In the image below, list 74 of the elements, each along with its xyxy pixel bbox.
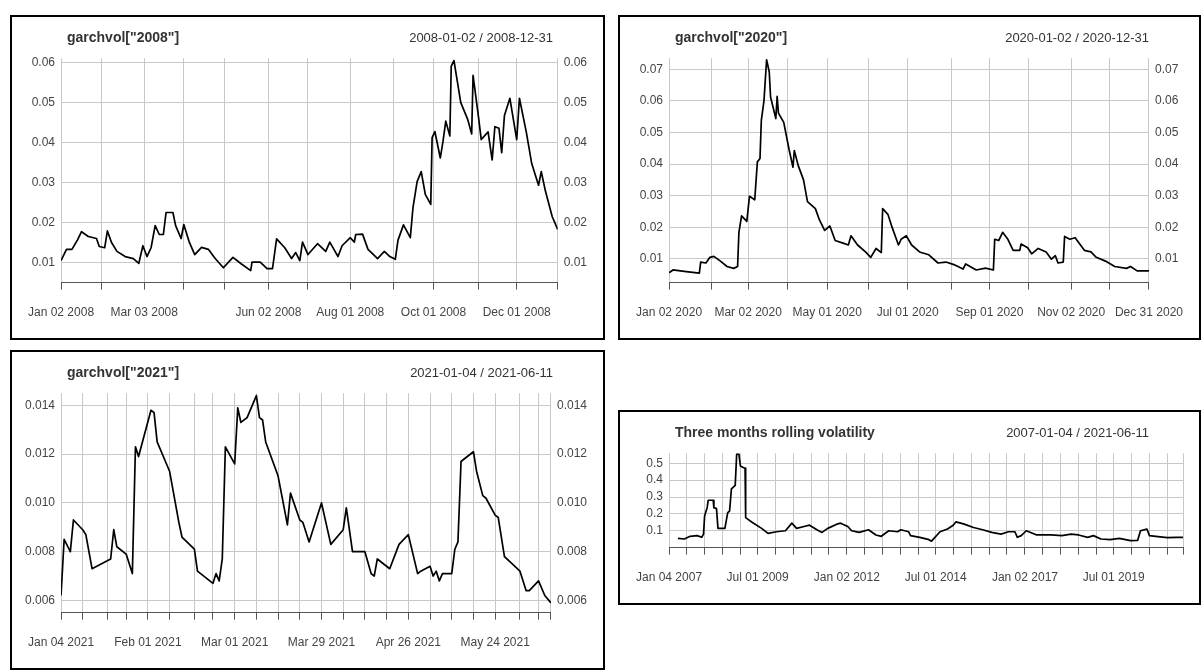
- y-tick-label: 0.3: [646, 489, 664, 504]
- y-tick-label: 0.1: [646, 523, 664, 538]
- x-tick-label: Jan 02 2017: [991, 570, 1059, 585]
- y-tick-label: 0.02: [31, 214, 56, 229]
- chart-subtitle: 2008-01-02 / 2008-12-31: [409, 30, 553, 45]
- y-tick-label: 0.014: [25, 397, 56, 412]
- chart-title: garchvol["2020"]: [675, 29, 788, 45]
- chart-title: Three months rolling volatility: [675, 424, 875, 440]
- y2-tick-label: 0.06: [1154, 93, 1179, 108]
- x-tick-label: Feb 01 2021: [114, 635, 182, 650]
- y2-tick-label: 0.04: [1154, 156, 1179, 171]
- y2-tick-label: 0.02: [1154, 219, 1179, 234]
- chart-subtitle: 2007-01-04 / 2021-06-11: [1006, 425, 1149, 440]
- y2-tick-label: 0.014: [556, 397, 588, 412]
- x-tick-label: Jan 02 2020: [636, 305, 703, 320]
- y2-tick-label: 0.05: [1154, 124, 1179, 139]
- y2-tick-label: 0.008: [556, 543, 588, 558]
- y2-tick-label: 0.010: [556, 495, 588, 510]
- y-tick-label: 0.06: [31, 54, 56, 69]
- y2-tick-label: 0.006: [556, 592, 588, 607]
- y-tick-label: 0.07: [639, 61, 664, 76]
- x-tick-label: May 01 2020: [792, 305, 863, 320]
- y-tick-label: 0.02: [639, 219, 664, 234]
- y-tick-label: 0.010: [25, 495, 56, 510]
- y-tick-label: 0.03: [31, 174, 56, 189]
- chart-subtitle: 2020-01-02 / 2020-12-31: [1005, 30, 1149, 45]
- y-tick-label: 0.2: [646, 506, 664, 521]
- x-tick-label: Mar 03 2008: [110, 305, 179, 320]
- y-tick-label: 0.05: [639, 124, 664, 139]
- x-tick-label: Jan 04 2021: [28, 635, 95, 650]
- x-tick-label: Dec 31 2020: [1114, 305, 1184, 320]
- y2-tick-label: 0.02: [563, 214, 588, 229]
- y-tick-label: 0.01: [639, 251, 664, 266]
- x-tick-label: Nov 02 2020: [1037, 305, 1106, 320]
- x-tick-label: Mar 29 2021: [287, 635, 356, 650]
- y-tick-label: 0.06: [639, 93, 664, 108]
- y-tick-label: 0.03: [639, 188, 664, 202]
- x-tick-label: Jul 01 2019: [1082, 570, 1146, 585]
- y2-tick-label: 0.06: [563, 54, 588, 69]
- y2-tick-label: 0.03: [563, 174, 588, 189]
- y2-tick-label: 0.05: [563, 94, 588, 109]
- x-tick-label: Sep 01 2020: [955, 305, 1024, 320]
- x-tick-label: Jul 01 2020: [876, 305, 940, 320]
- y-tick-label: 0.012: [25, 446, 56, 461]
- y2-tick-label: 0.01: [1154, 251, 1179, 266]
- x-tick-label: Jan 02 2008: [28, 305, 95, 320]
- y2-tick-label: 0.03: [1154, 188, 1179, 202]
- x-tick-label: Jan 02 2012: [813, 570, 881, 585]
- y-tick-label: 0.006: [25, 592, 56, 607]
- chart-title: garchvol["2021"]: [67, 364, 180, 380]
- x-tick-label: May 24 2021: [460, 635, 531, 650]
- y-tick-label: 0.5: [646, 455, 664, 470]
- y-tick-label: 0.4: [646, 472, 664, 487]
- chart-title: garchvol["2008"]: [67, 29, 180, 45]
- chart-subtitle: 2021-01-04 / 2021-06-11: [410, 365, 553, 380]
- y2-tick-label: 0.012: [556, 446, 588, 461]
- y-tick-label: 0.04: [639, 156, 664, 171]
- x-tick-label: Jun 02 2008: [235, 305, 302, 320]
- x-tick-label: Aug 01 2008: [316, 305, 385, 320]
- y-tick-label: 0.01: [31, 254, 56, 269]
- x-tick-label: Jul 01 2009: [726, 570, 789, 585]
- y-tick-label: 0.008: [25, 543, 56, 558]
- y-tick-label: 0.04: [31, 134, 56, 149]
- y-tick-label: 0.05: [31, 94, 56, 109]
- y2-tick-label: 0.01: [563, 254, 588, 269]
- x-tick-label: Mar 01 2021: [200, 635, 269, 650]
- x-tick-label: Jul 01 2014: [904, 570, 968, 585]
- x-tick-label: Oct 01 2008: [400, 305, 467, 320]
- x-tick-label: Apr 26 2021: [375, 635, 442, 650]
- x-tick-label: Dec 01 2008: [482, 305, 552, 320]
- x-tick-label: Mar 02 2020: [714, 305, 783, 320]
- y2-tick-label: 0.04: [563, 134, 588, 149]
- x-tick-label: Jan 04 2007: [636, 570, 703, 585]
- y2-tick-label: 0.07: [1154, 61, 1179, 76]
